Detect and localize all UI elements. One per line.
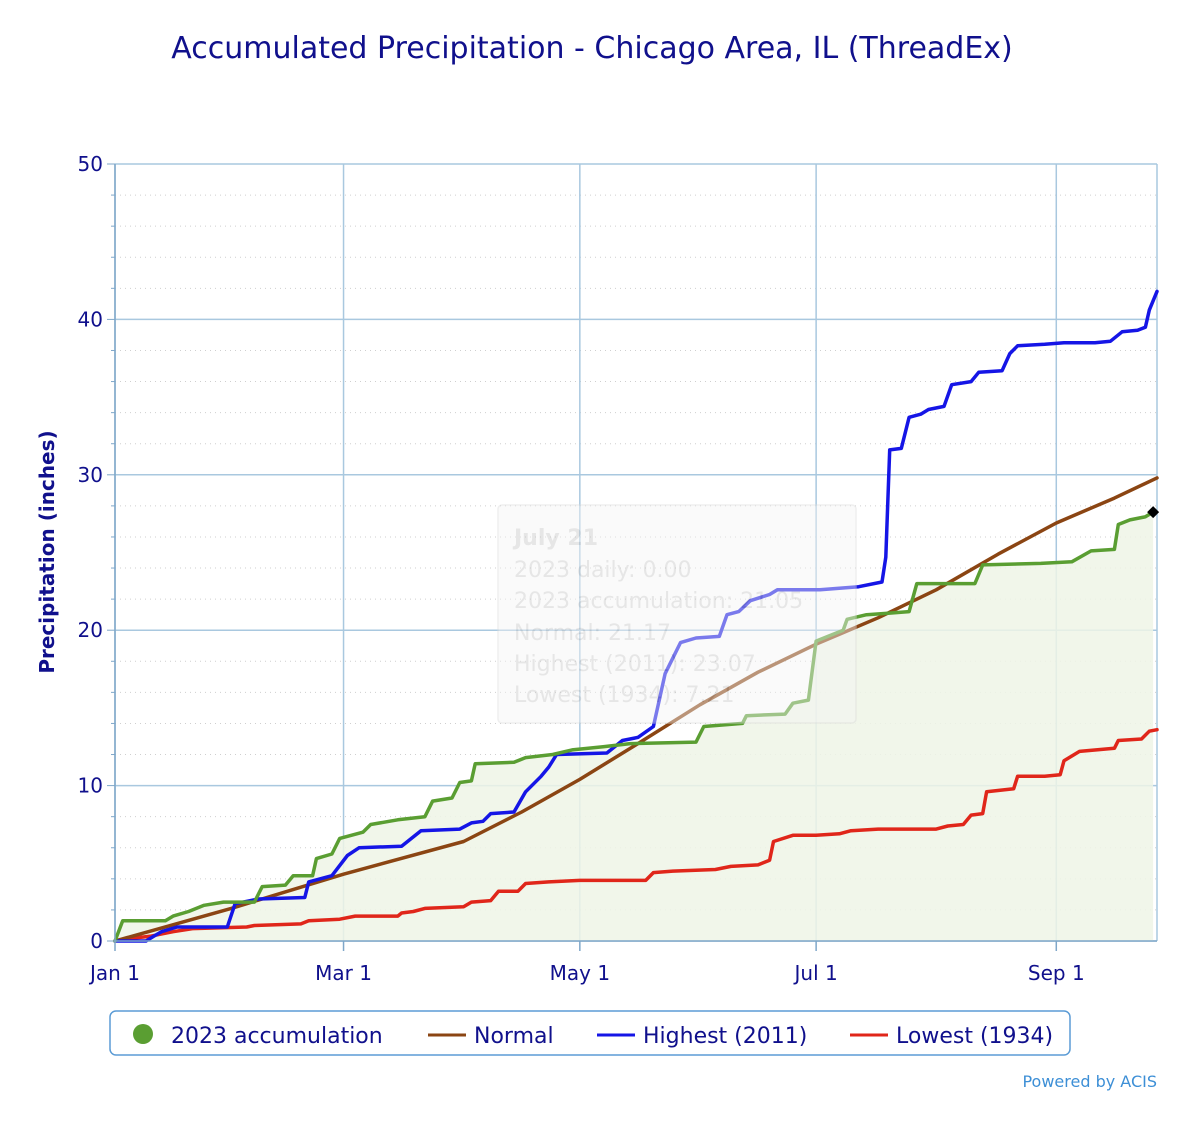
legend: 2023 accumulation Normal Highest (2011) … — [109, 1010, 1071, 1056]
x-tick-label: Mar 1 — [315, 961, 372, 985]
chart-title: Accumulated Precipitation - Chicago Area… — [171, 31, 1013, 66]
credit-link[interactable]: Powered by ACIS — [1022, 1072, 1157, 1091]
x-tick-label: May 1 — [550, 961, 610, 985]
tooltip-line: Normal: 21.17 — [514, 621, 671, 646]
series-line-lowest-1934 — [113, 727, 1159, 943]
tooltip-box — [497, 504, 857, 724]
y-tick-label: 0 — [90, 929, 103, 953]
tooltip-line: Highest (2011): 23.07 — [514, 652, 756, 677]
legend-item-2023-accumulation[interactable]: 2023 accumulation — [133, 1024, 383, 1049]
x-tick-label: Jul 1 — [793, 961, 838, 985]
series-line-highest-2011 — [113, 289, 1159, 943]
legend-label: Highest (2011) — [643, 1024, 807, 1049]
legend-item-lowest-1934[interactable]: Lowest (1934) — [850, 1024, 1053, 1049]
end-point-marker — [1147, 506, 1160, 519]
legend-item-highest-2011[interactable]: Highest (2011) — [597, 1024, 807, 1049]
legend-label: 2023 accumulation — [171, 1024, 383, 1049]
y-tick-label: 20 — [78, 618, 103, 642]
y-tick-label: 30 — [78, 463, 103, 487]
y-tick-label: 10 — [78, 774, 103, 798]
legend-item-normal[interactable]: Normal — [428, 1024, 554, 1049]
legend-label: Lowest (1934) — [896, 1024, 1053, 1049]
x-tick-label: Jan 1 — [88, 961, 140, 985]
plot-series — [113, 289, 1160, 943]
tooltip-line: 2023 accumulation: 21.05 — [514, 589, 803, 614]
series-area-2023-accumulation — [115, 512, 1154, 941]
legend-box — [109, 1010, 1071, 1056]
tooltip-date: July 21 — [512, 526, 598, 551]
legend-label: Normal — [474, 1024, 554, 1049]
tooltip: July 21 2023 daily: 0.00 2023 accumulati… — [497, 504, 857, 724]
legend-symbol — [133, 1024, 153, 1044]
y-axis-label: Precipitation (inches) — [35, 430, 59, 673]
axes: 0 10 20 30 40 50 Jan 1 Mar 1 May 1 Jul 1 Sep 1 — [78, 152, 1157, 985]
tooltip-line: Lowest (1934): 7.21 — [514, 683, 734, 708]
series-line-normal — [113, 476, 1159, 943]
series-line-2023-accumulation — [113, 510, 1155, 943]
tooltip-line: 2023 daily: 0.00 — [514, 558, 691, 583]
x-tick-label: Sep 1 — [1028, 961, 1085, 985]
y-tick-label: 50 — [78, 152, 103, 176]
y-tick-label: 40 — [78, 307, 103, 331]
